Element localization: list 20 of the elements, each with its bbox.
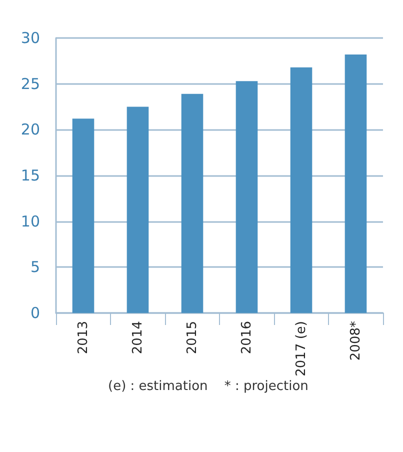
- bar: [236, 81, 258, 313]
- y-tick-label: 30: [20, 29, 40, 47]
- x-tick-label: 2015: [184, 321, 200, 354]
- text: (e) : estimation * : projection: [108, 379, 308, 394]
- bar: [126, 106, 149, 313]
- x-tick-label: 2016: [239, 321, 254, 354]
- y-tick-label: 5: [30, 258, 40, 276]
- y-tick-label: 20: [20, 120, 40, 139]
- bar: [344, 54, 367, 313]
- y-tick-label: 15: [20, 166, 40, 184]
- x-tick-label: 2017 (e): [294, 321, 309, 376]
- y-tick-label: 0: [30, 304, 40, 322]
- bar: [290, 67, 312, 313]
- bar: [181, 94, 204, 313]
- x-tick-label: 2013: [76, 321, 91, 354]
- y-tick-label: 10: [20, 212, 40, 230]
- y-tick-label: 25: [20, 74, 40, 93]
- x-tick-label: 2014: [130, 321, 146, 354]
- x-tick-label: 2008*: [348, 320, 364, 361]
- bar: [72, 118, 94, 313]
